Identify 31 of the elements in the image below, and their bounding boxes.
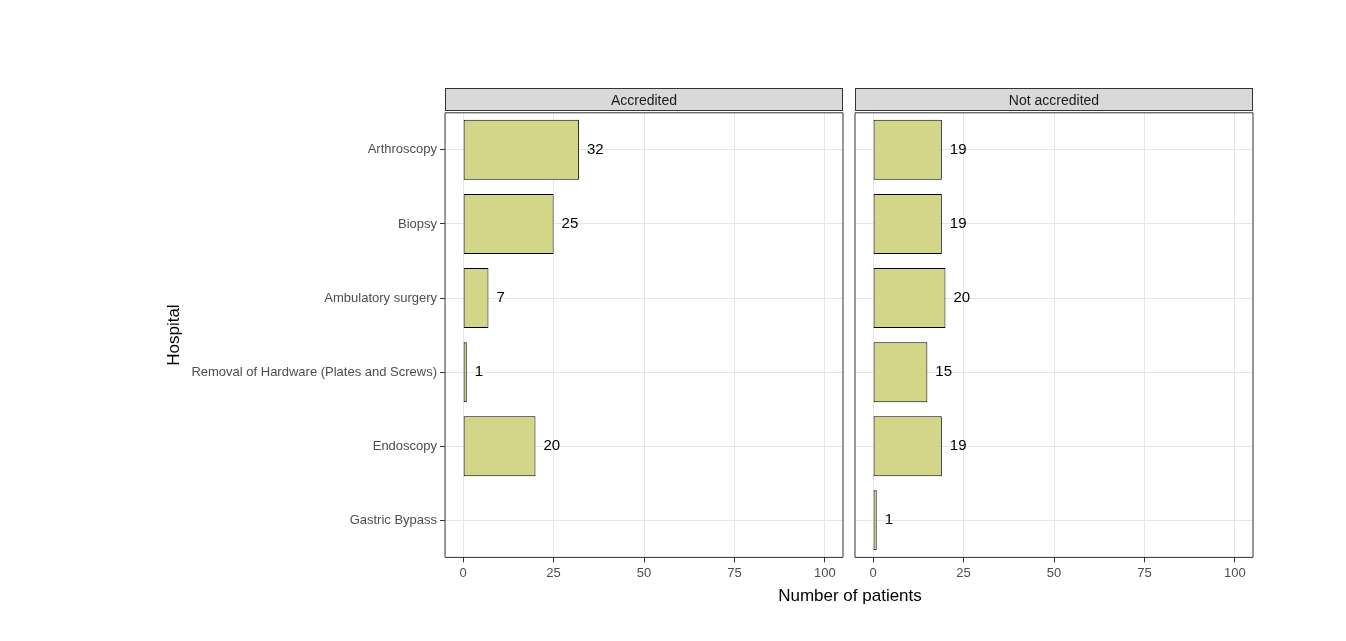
data-label: 19 <box>949 139 967 157</box>
x-tick-label: 0 <box>869 564 877 580</box>
data-label: 7 <box>496 288 505 306</box>
y-tick-label: Biopsy <box>398 215 438 231</box>
y-tick-label: Endoscopy <box>372 437 438 453</box>
y-tick-label: Arthroscopy <box>367 141 438 157</box>
x-tick-label: 0 <box>459 564 467 580</box>
x-tick-label: 100 <box>1224 564 1246 580</box>
chart-title: Not accredited <box>855 87 1253 111</box>
data-label: 1 <box>884 510 894 528</box>
x-tick-label: 25 <box>546 564 561 580</box>
data-label: 1 <box>474 362 484 380</box>
data-label: 20 <box>953 288 971 306</box>
chart-title: Accredited <box>445 87 843 111</box>
data-label: 15 <box>935 362 953 380</box>
x-tick-label: 50 <box>636 564 652 580</box>
y-tick-label: Gastric Bypass <box>349 511 438 527</box>
x-tick-label: 75 <box>1137 564 1152 580</box>
data-label: 19 <box>949 436 967 454</box>
x-axis-title: Number of patients <box>778 586 922 606</box>
y-axis-title: Hospital <box>163 304 183 366</box>
x-tick-label: 25 <box>956 564 971 580</box>
data-label: 32 <box>586 139 604 157</box>
y-tick-label: Removal of Hardware (Plates and Screws) <box>191 363 438 379</box>
x-tick-label: 100 <box>814 564 836 580</box>
data-label: 19 <box>949 214 967 232</box>
x-tick-label: 75 <box>727 564 742 580</box>
x-tick-label: 50 <box>1046 564 1062 580</box>
data-label: 20 <box>543 436 561 454</box>
y-tick-label: Ambulatory surgery <box>324 289 438 305</box>
data-label: 25 <box>561 214 579 232</box>
